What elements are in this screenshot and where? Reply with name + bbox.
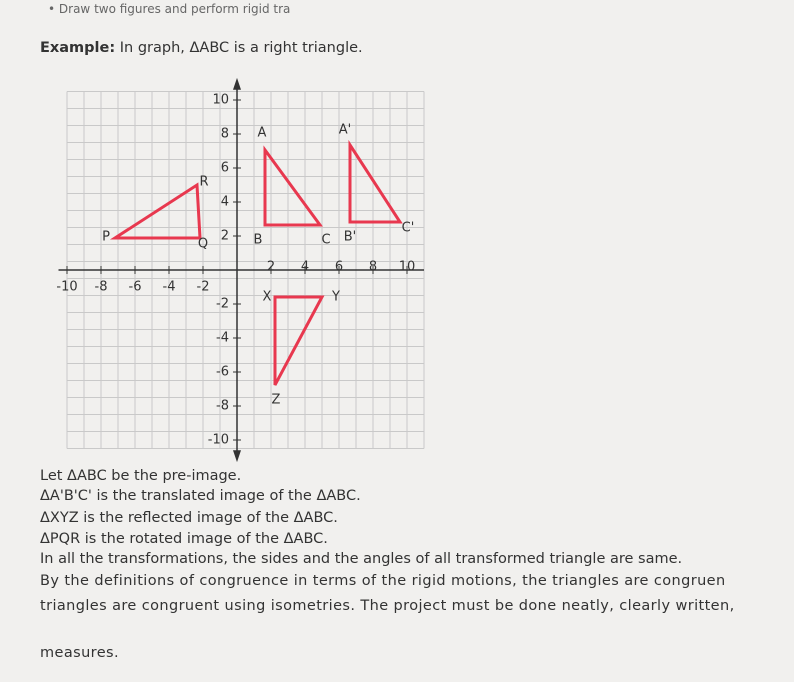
paragraph: ΔA'B'C' is the translated image of the Δ… [40,488,361,504]
y-tick-label: -10 [208,433,229,448]
x-tick-label: -6 [129,280,142,295]
paragraph: ΔXYZ is the reflected image of the ΔABC. [40,510,338,526]
example-line: Example: In graph, ΔABC is a right trian… [40,40,363,56]
point-label: P [102,230,110,245]
triangle-abc-prime [348,139,403,224]
x-tick-label: 6 [335,260,343,275]
x-tick-label: -2 [197,280,210,295]
point-label: B [254,233,263,248]
triangle-xyz [273,295,325,386]
y-tick-label: 2 [221,229,229,244]
y-arrow [233,450,241,463]
y-tick-label: -6 [216,365,229,380]
example-text: In graph, ΔABC is a right triangle. [119,40,363,56]
bullet-item: • Draw two figures and perform rigid tra [48,2,291,16]
paragraph: By the definitions of congruence in term… [40,573,726,589]
paragraph: triangles are congruent using isometries… [40,598,735,614]
y-tick-label: 10 [212,93,229,108]
paragraph: measures. [40,645,120,661]
paragraph: In all the transformations, the sides an… [40,551,683,567]
y-arrow [233,77,241,90]
coordinate-graph: -10 -8 -6 -4 -2 2 4 6 8 10 10 8 6 4 2 -2 -4 -6 -8 -10 A B C A' B… [56,77,425,463]
point-label: Y [331,290,340,305]
y-tick-label: 6 [221,161,229,176]
point-label: Q [198,237,208,252]
point-label: A' [339,123,351,138]
x-tick-label: 10 [399,260,416,275]
y-tick-label: -4 [216,331,229,346]
y-tick-label: 4 [221,195,229,210]
point-label: R [199,175,208,190]
x-tick-label: -10 [56,280,77,295]
paragraph: ΔPQR is the rotated image of the ΔABC. [40,531,328,547]
x-tick-label: 2 [267,260,275,275]
point-label: C [321,233,330,248]
point-label: Z [272,393,281,408]
x-tick-label: -8 [95,280,108,295]
point-label: C' [402,221,415,236]
y-tick-label: 8 [221,127,229,142]
triangle-pqr [109,182,202,240]
x-tick-label: -4 [163,280,176,295]
triangle-abc [263,145,323,227]
y-tick-label: -2 [216,297,229,312]
example-label: Example: [40,40,116,56]
bullet-text: Draw two figures and perform rigid tra [58,2,291,16]
x-tick-label: 4 [301,260,309,275]
paragraph: Let ΔABC be the pre-image. [40,468,242,484]
point-label: A [258,126,267,141]
point-label: X [263,290,272,305]
x-tick-label: 8 [369,260,377,275]
y-tick-label: -8 [216,399,229,414]
point-label: B' [344,230,357,245]
